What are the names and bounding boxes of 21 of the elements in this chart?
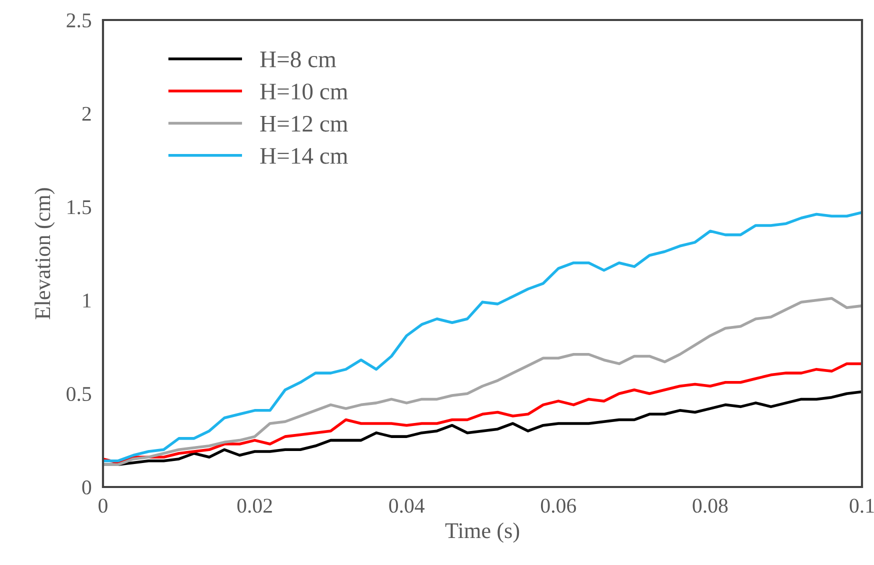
x-tick-label: 0.04	[389, 498, 425, 513]
y-tick-label: 2.5	[66, 13, 92, 28]
y-tick-label: 0	[82, 480, 92, 494]
y-tick-label: 2	[82, 106, 91, 121]
x-tick-label: 0.02	[237, 498, 272, 513]
y-tick-label: 1.5	[68, 200, 92, 214]
y-tick-label: 1	[83, 294, 91, 308]
legend-label: H=8 cm	[260, 51, 336, 68]
x-tick-label: 0	[98, 498, 108, 513]
line-series	[103, 362, 862, 464]
x-tick-label: 0.1	[850, 498, 874, 513]
y-tick-label: 0.5	[66, 386, 92, 402]
x-axis-title: Time (s)	[445, 522, 520, 543]
x-tick-label: 0.08	[692, 498, 728, 513]
line-series	[103, 211, 862, 462]
line-series	[103, 296, 862, 466]
legend-label: H=14 cm	[260, 148, 348, 164]
x-tick-label: 0.06	[540, 498, 576, 513]
legend-label: H=12 cm	[260, 116, 348, 132]
y-axis-title: Elevation (cm)	[34, 188, 55, 320]
legend-label: H=10 cm	[260, 84, 348, 100]
